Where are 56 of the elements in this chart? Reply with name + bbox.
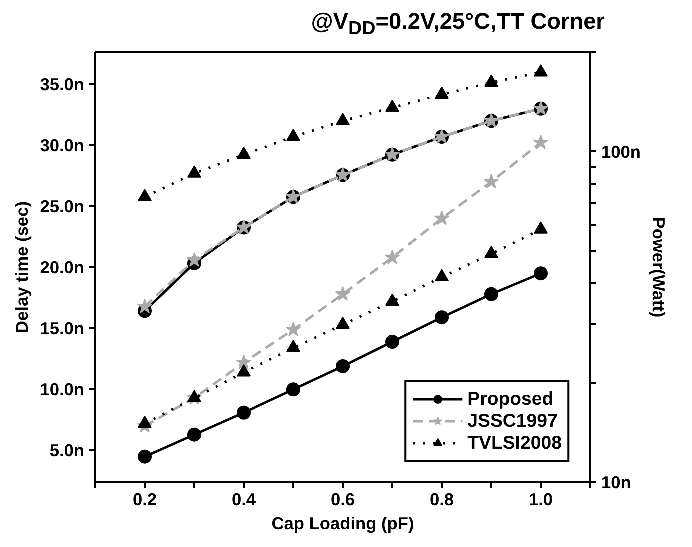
- point: [386, 100, 400, 112]
- point: [384, 250, 400, 264]
- point: [336, 113, 350, 126]
- y2-tick-label: 10n: [602, 472, 632, 492]
- point: [188, 166, 202, 178]
- y2-axis-title: Power(Watt): [648, 217, 669, 318]
- point: [138, 450, 152, 464]
- y-tick-label: 25.0n: [40, 196, 84, 216]
- point: [237, 406, 251, 420]
- legend-label: Proposed: [468, 388, 554, 410]
- point: [186, 252, 202, 267]
- x-axis-title: Cap Loading (pF): [272, 514, 414, 534]
- point: [236, 354, 252, 370]
- point: [435, 310, 449, 325]
- point: [286, 129, 300, 142]
- y-axis-title: Delay time (sec): [12, 202, 32, 334]
- point: [435, 269, 449, 282]
- x-tick-label: 0.4: [232, 490, 256, 510]
- point: [237, 364, 251, 377]
- point: [534, 64, 548, 77]
- point: [534, 266, 548, 281]
- point: [386, 294, 400, 306]
- y2-tick-label: 100n: [602, 142, 641, 162]
- point: [484, 246, 498, 258]
- point: [336, 359, 350, 374]
- legend-label: JSSC1997: [468, 410, 558, 432]
- point: [237, 146, 251, 160]
- chart-title: @V$_{DD}$=0.2V,25°C,TT Corner: [310, 7, 605, 42]
- point: [188, 428, 202, 442]
- y-tick-label: 10.0n: [40, 380, 84, 400]
- point: [138, 416, 152, 428]
- y-tick-label: 30.0n: [40, 135, 84, 156]
- y-tick-label: 5.0n: [50, 440, 85, 461]
- point: [286, 340, 300, 352]
- point: [533, 134, 549, 150]
- point: [335, 286, 351, 301]
- x-tick-label: 1.0: [528, 490, 554, 510]
- legend-label: TVLSI2008: [468, 432, 562, 454]
- point: [484, 74, 498, 87]
- point: [336, 316, 350, 330]
- point: [484, 174, 500, 189]
- x-tick-label: 0.2: [132, 490, 158, 510]
- point: [286, 322, 302, 336]
- point: [386, 335, 400, 350]
- point: [484, 287, 498, 302]
- point: [534, 222, 548, 234]
- y-tick-label: 35.0n: [40, 74, 84, 94]
- point: [435, 86, 449, 100]
- point: [137, 298, 153, 314]
- x-tick-label: 0.8: [430, 490, 454, 510]
- x-tick-label: 0.6: [330, 490, 356, 510]
- point: [138, 189, 152, 202]
- point: [286, 382, 300, 397]
- y-tick-label: 15.0n: [40, 318, 84, 339]
- y-tick-label: 20.0n: [40, 258, 84, 278]
- point: [434, 210, 450, 226]
